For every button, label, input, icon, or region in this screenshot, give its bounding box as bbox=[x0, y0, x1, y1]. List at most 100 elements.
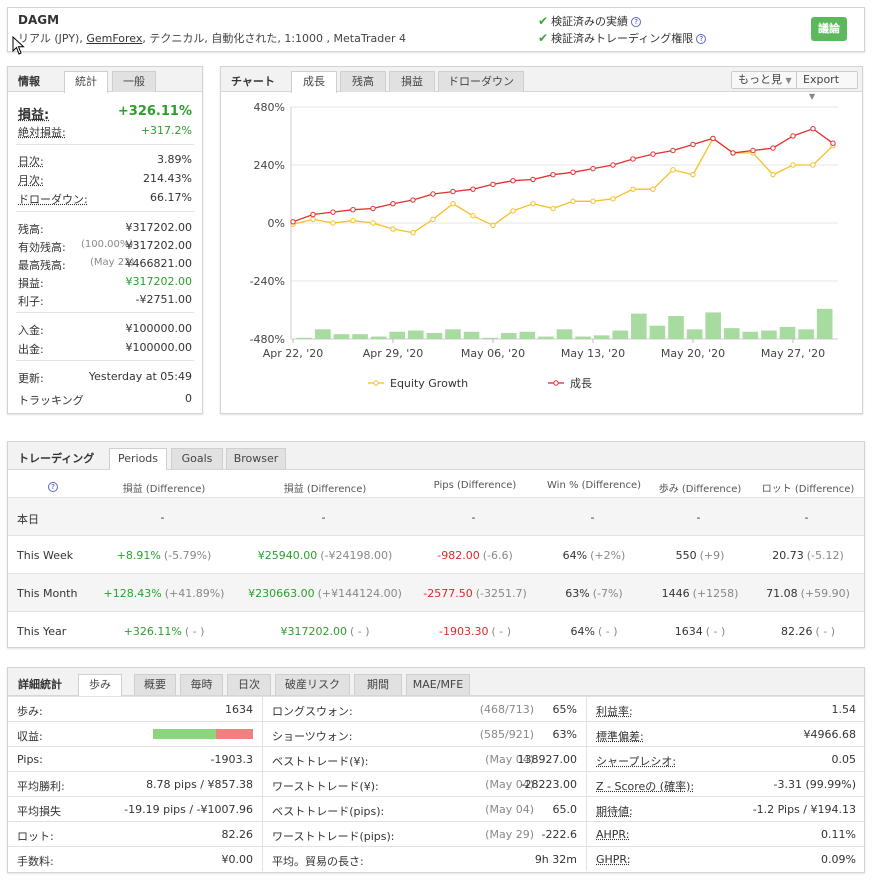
stats-row: 期待値: -1.2 Pips / ¥194.13 bbox=[586, 796, 865, 821]
volume-bar bbox=[556, 329, 573, 339]
cell-value: - bbox=[471, 511, 476, 524]
tab-browser[interactable]: Browser bbox=[226, 448, 286, 469]
stats-value: -1.2 Pips / ¥194.13 bbox=[752, 803, 856, 816]
stats-tab[interactable]: 期間 bbox=[354, 674, 402, 695]
stats-tab[interactable]: 日次 bbox=[227, 674, 271, 695]
help-icon[interactable]: ? bbox=[631, 17, 642, 27]
volume-bar bbox=[370, 336, 387, 339]
cell-value: ¥25940.00 bbox=[257, 549, 318, 562]
withdrawals-row: 出金: ¥100000.00 bbox=[18, 341, 192, 357]
stats-label: ワーストトレード(¥): bbox=[272, 780, 379, 793]
cell-value: - bbox=[160, 511, 165, 524]
column-header: 損益 (Difference) bbox=[122, 484, 206, 495]
profit-value: ¥317202.00 bbox=[125, 275, 192, 288]
tab-stats[interactable]: 統計 bbox=[64, 71, 108, 93]
desc-suffix: , テクニカル, 自動化された, 1:1000 , MetaTrader 4 bbox=[142, 32, 406, 45]
x-tick-label: Apr 22, '20 bbox=[263, 347, 324, 360]
volume-bar bbox=[723, 328, 740, 339]
table-cell: 64% (+2%) bbox=[514, 549, 674, 562]
series-point bbox=[430, 191, 436, 197]
stats-label: 平均損失 bbox=[17, 805, 61, 818]
series-point bbox=[650, 186, 656, 192]
gain-label: 損益: bbox=[18, 108, 50, 123]
help-icon[interactable]: ? bbox=[696, 34, 707, 44]
abs-gain-label: 絶対損益: bbox=[18, 126, 66, 139]
discuss-button[interactable]: 議論 bbox=[811, 17, 847, 41]
account-description: リアル (JPY), GemForex, テクニカル, 自動化された, 1:10… bbox=[18, 30, 406, 46]
cell-value: 64% bbox=[562, 549, 588, 562]
column-header: 損益 (Difference) bbox=[283, 484, 367, 495]
tab-drawdown[interactable]: ドローダウン bbox=[438, 71, 524, 92]
stats-label: Z - Scoreの (確率): bbox=[596, 780, 695, 793]
table-cell: +326.11%( - ) bbox=[84, 625, 244, 638]
table-cell: +128.43% (+41.89%) bbox=[84, 587, 244, 600]
legend-label: 成長 bbox=[570, 377, 592, 390]
divider bbox=[16, 211, 194, 212]
gain-value: +326.11% bbox=[117, 104, 192, 119]
table-cell: 64%( - ) bbox=[514, 625, 674, 638]
series-point bbox=[810, 162, 816, 168]
stats-label: ロングスウォン: bbox=[272, 705, 353, 718]
more-button[interactable]: もっと見 ▼ bbox=[731, 71, 799, 89]
volume-bar bbox=[296, 337, 313, 339]
stats-value: 0.09% bbox=[821, 853, 856, 866]
verified-track-record: ✔ 検証済みの実績? bbox=[538, 13, 642, 29]
tab-growth[interactable]: 成長 bbox=[291, 71, 337, 93]
series-point bbox=[550, 171, 556, 178]
tab-profit[interactable]: 損益 bbox=[389, 71, 435, 92]
cell-difference: (-¥24198.00) bbox=[320, 549, 393, 562]
export-button[interactable]: Export ▼ bbox=[796, 71, 858, 101]
info-tab-title: 情報 bbox=[18, 75, 40, 88]
equity-percent: (100.00%) bbox=[81, 239, 134, 250]
verified-track-label: 検証済みの実績 bbox=[551, 15, 629, 28]
stats-value: -3.31 (99.99%) bbox=[773, 778, 856, 791]
tab-periods[interactable]: Periods bbox=[109, 448, 167, 470]
tab-balance[interactable]: 残高 bbox=[340, 71, 386, 92]
series-point bbox=[330, 209, 336, 215]
tracking-row: トラッキング 0 bbox=[18, 392, 192, 408]
updated-label: 更新: bbox=[18, 372, 44, 385]
stats-tab[interactable]: 概要 bbox=[134, 674, 176, 695]
account-header: DAGM リアル (JPY), GemForex, テクニカル, 自動化された,… bbox=[7, 7, 865, 52]
stats-tab[interactable]: 歩み bbox=[78, 674, 122, 696]
cell-value: ¥230663.00 bbox=[248, 587, 315, 600]
series-point bbox=[650, 151, 656, 157]
table-cell: - bbox=[84, 511, 244, 524]
y-tick-label: -480% bbox=[250, 333, 285, 346]
divider bbox=[16, 144, 194, 145]
help-icon[interactable]: ? bbox=[48, 482, 58, 492]
tab-general[interactable]: 一般 bbox=[112, 71, 156, 92]
volume-bar bbox=[482, 337, 498, 339]
deposits-row: 入金: ¥100000.00 bbox=[18, 322, 192, 338]
tab-goals[interactable]: Goals bbox=[171, 448, 223, 469]
updated-value: Yesterday at 05:49 bbox=[88, 370, 192, 383]
broker-link[interactable]: GemForex bbox=[86, 32, 143, 45]
stats-row: 標準偏差: ¥4966.68 bbox=[586, 721, 865, 746]
interest-row: 利子: -¥2751.00 bbox=[18, 293, 192, 309]
chevron-down-icon: ▼ bbox=[785, 76, 792, 85]
stats-tab[interactable]: 破産リスク bbox=[275, 674, 350, 695]
series-point bbox=[510, 178, 516, 184]
info-panel: 情報 統計 一般 損益: +326.11% 絶対損益: +317.2% 日次: … bbox=[7, 66, 203, 414]
cell-difference: (-7%) bbox=[592, 587, 623, 600]
stats-label: 標準偏差: bbox=[596, 730, 644, 743]
table-cell: +8.91% (-5.79%) bbox=[84, 549, 244, 562]
series-point bbox=[690, 141, 696, 148]
volume-bar bbox=[408, 330, 424, 339]
cell-difference: ( - ) bbox=[184, 625, 205, 638]
legend-marker bbox=[373, 380, 379, 386]
stats-tab[interactable]: MAE/MFE bbox=[406, 674, 470, 695]
interest-value: -¥2751.00 bbox=[135, 293, 192, 306]
series-point bbox=[530, 176, 536, 183]
series-point bbox=[730, 150, 736, 156]
series-point bbox=[350, 207, 356, 213]
verified-trading-privileges: ✔ 検証済みトレーディング権限? bbox=[538, 30, 707, 46]
series-point bbox=[570, 169, 576, 175]
tracking-value: 0 bbox=[185, 392, 192, 405]
stats-row: 平均勝利: 8.78 pips / ¥857.38 bbox=[8, 771, 262, 796]
balance-label: 残高: bbox=[18, 223, 44, 236]
column-header: Win % (Difference) bbox=[547, 480, 641, 491]
stats-tab[interactable]: 毎時 bbox=[180, 674, 223, 695]
series-point bbox=[350, 217, 356, 224]
table-row: This Year +326.11%( - ) ¥317202.00( - ) -19… bbox=[8, 611, 864, 649]
